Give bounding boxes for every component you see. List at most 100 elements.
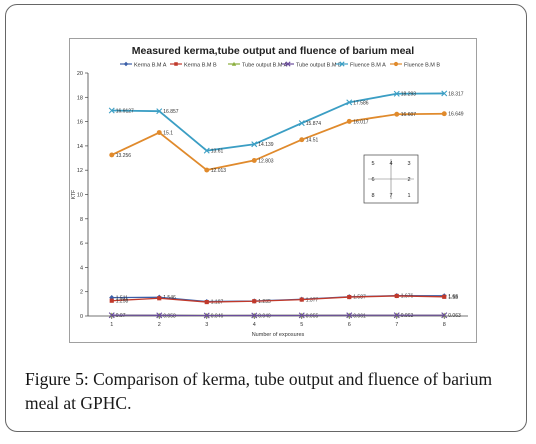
inset-cell-1-0: 6: [371, 177, 374, 183]
data-label-0-2: 1.187: [211, 300, 224, 306]
y-tick-label-0: 0: [80, 314, 83, 320]
data-label-5-5: 16.017: [353, 119, 369, 125]
data-point-1-7: [442, 294, 447, 299]
y-axis-label: KTF: [71, 190, 77, 199]
legend-label-4: Fluence B.M A: [350, 63, 386, 69]
line-chart: Measured kerma,tube output and fluence o…: [71, 45, 468, 338]
data-point-4-7: [441, 90, 448, 97]
data-point-5-7: [441, 111, 447, 117]
data-label-0-1: 1.546: [163, 295, 176, 301]
y-tick-label-7: 14: [77, 144, 83, 150]
data-point-3-3: [251, 312, 258, 319]
inset-cell-2-2: 1: [407, 193, 410, 199]
inset-cell-2-1: 7: [389, 193, 392, 199]
data-label-5-1: 15.1: [163, 131, 173, 137]
data-point-5-2: [204, 167, 210, 173]
data-label-0-7: 1.66: [448, 294, 458, 300]
data-label-2-3: 0.049: [258, 313, 271, 319]
chart-area: Measured kerma,tube output and fluence o…: [69, 38, 477, 343]
data-point-5-6: [394, 111, 400, 117]
data-point-4-5: [346, 99, 353, 106]
x-tick-label-3: 4: [253, 322, 256, 328]
chart-title: Measured kerma,tube output and fluence o…: [132, 45, 414, 57]
data-label-2-7: 0.063: [448, 313, 461, 319]
data-point-1-6: [394, 293, 399, 299]
data-point-5-3: [251, 157, 257, 163]
series-line-4: [111, 92, 445, 152]
inset-cell-0-2: 3: [407, 161, 410, 167]
legend-label-3: Tube output B.M B: [296, 63, 342, 69]
data-point-3-5: [346, 312, 353, 319]
legend-marker-4: [339, 61, 345, 67]
y-tick-label-1: 2: [80, 290, 83, 296]
legend-marker-1: [174, 62, 178, 66]
legend-label-0: Kerma B.M A: [134, 63, 167, 69]
data-point-5-0: [109, 152, 115, 158]
inset-cell-0-0: 5: [371, 161, 374, 167]
data-label-2-2: 0.046: [211, 313, 224, 319]
legend-marker-3: [285, 61, 291, 67]
data-label-1-7: 1.58: [448, 295, 458, 301]
y-tick-label-2: 4: [80, 265, 83, 271]
inset-cell-0-1: 4: [389, 161, 392, 167]
legend-marker-5: [393, 61, 399, 67]
data-point-5-1: [156, 130, 162, 136]
data-point-1-3: [252, 299, 257, 304]
data-label-0-3: 1.235: [258, 299, 271, 305]
inset-cell-1-2: 2: [407, 177, 410, 183]
legend-label-5: Fluence B.M B: [404, 63, 440, 69]
data-point-4-6: [393, 90, 400, 97]
data-label-4-7: 18.317: [448, 91, 464, 97]
x-tick-label-1: 2: [158, 322, 161, 328]
data-point-4-4: [298, 120, 305, 127]
x-tick-label-7: 8: [443, 322, 446, 328]
y-tick-label-6: 12: [77, 168, 83, 174]
data-label-1-0: 1.258: [116, 299, 129, 305]
data-label-2-0: 0.07: [116, 313, 126, 319]
x-tick-label-5: 6: [348, 322, 351, 328]
data-label-4-5: 17.586: [353, 100, 369, 106]
data-label-2-5: 0.061: [353, 313, 366, 319]
data-label-4-2: 13.61: [211, 149, 224, 155]
data-label-5-7: 16.649: [448, 112, 464, 118]
y-tick-label-9: 18: [77, 95, 83, 101]
figure-caption: Figure 5: Comparison of kerma, tube outp…: [25, 367, 525, 415]
inset-cell-2-0: 8: [371, 193, 374, 199]
x-tick-label-4: 5: [300, 322, 303, 328]
caption-label: Figure 5:: [25, 369, 89, 389]
data-label-2-1: 0.058: [163, 313, 176, 319]
data-point-4-2: [203, 147, 210, 154]
data-label-4-1: 16.857: [163, 109, 179, 115]
data-point-4-1: [156, 108, 163, 115]
data-point-3-1: [156, 312, 163, 319]
x-tick-label-6: 7: [395, 322, 398, 328]
legend-marker-0: [123, 61, 129, 67]
x-axis-label: Number of exposures: [252, 332, 305, 338]
series-line-1: [111, 295, 445, 303]
data-label-5-2: 12.013: [211, 168, 227, 174]
data-point-1-0: [109, 298, 114, 303]
data-label-5-3: 12.803: [258, 158, 274, 164]
data-point-5-4: [299, 137, 305, 143]
data-label-2-6: 0.063: [401, 313, 414, 319]
data-point-3-6: [393, 312, 400, 319]
y-tick-label-10: 20: [77, 71, 83, 77]
data-point-3-2: [203, 312, 210, 319]
data-label-4-4: 15.874: [306, 121, 322, 127]
y-tick-label-3: 6: [80, 241, 83, 247]
series-line-5: [111, 112, 445, 172]
data-point-3-7: [441, 312, 448, 319]
data-point-3-0: [108, 312, 115, 319]
x-tick-label-2: 3: [205, 322, 208, 328]
data-label-4-0: 16.9127: [116, 109, 134, 115]
data-point-3-4: [298, 312, 305, 319]
data-label-5-0: 13.256: [116, 153, 132, 159]
data-point-5-5: [346, 118, 352, 124]
y-tick-label-5: 10: [77, 193, 83, 199]
data-point-4-3: [251, 141, 258, 148]
legend-marker-2: [231, 61, 237, 66]
data-label-5-6: 16.607: [401, 112, 417, 118]
caption-text: Comparison of kerma, tube output and flu…: [25, 369, 493, 413]
x-tick-label-0: 1: [110, 322, 113, 328]
data-label-0-4: 1.377: [306, 297, 319, 303]
